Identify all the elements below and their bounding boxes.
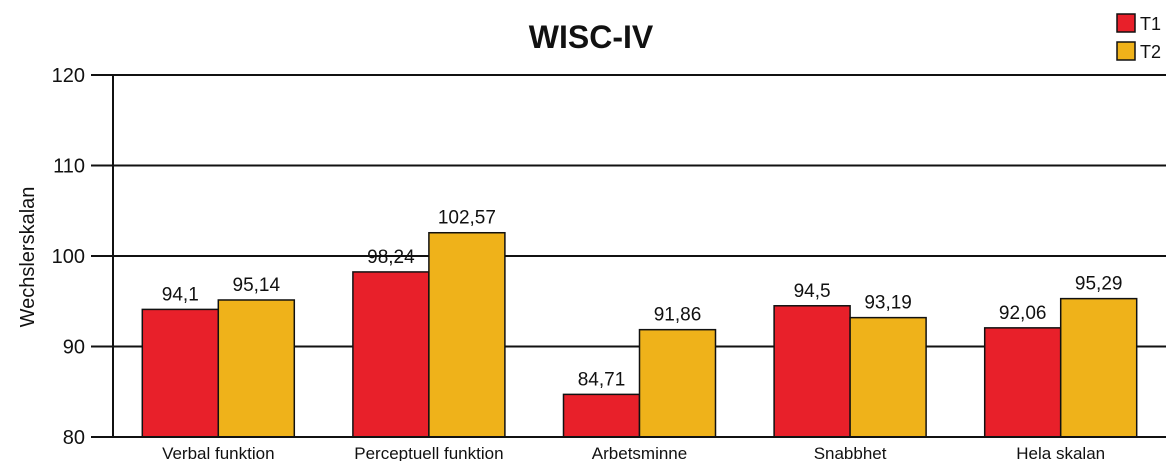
category-label: Snabbhet	[814, 444, 887, 461]
bars	[141, 231, 1138, 438]
legend-swatch-t1	[1116, 13, 1136, 33]
y-tick-label: 80	[63, 427, 85, 449]
category-label: Verbal funktion	[162, 444, 274, 461]
bar-t2-1	[428, 231, 506, 438]
bar-t1-2	[562, 393, 641, 438]
bar-t2-2	[638, 328, 717, 438]
data-labels: 94,1 95,14 98,24 102,57 84,71 91,86 94,5 93,19 9…	[162, 208, 1123, 391]
data-label: 84,71	[578, 369, 626, 390]
legend-label-t2: T2	[1140, 42, 1161, 62]
data-label: 98,24	[367, 247, 415, 268]
category-labels: Verbal funktion Perceptuell funktion Arbet…	[162, 444, 1105, 461]
y-tick-label: 110	[53, 156, 85, 178]
category-label: Hela skalan	[1016, 444, 1105, 461]
legend-swatch-t2	[1116, 41, 1136, 61]
y-ticks: 80 90 100 110 120	[52, 65, 113, 449]
y-axis-title: Wechslerskalan	[17, 187, 39, 328]
bar-t2-3	[849, 316, 927, 438]
y-tick-label: 120	[52, 65, 85, 87]
bar-t2-4	[1059, 297, 1138, 438]
data-label: 94,1	[162, 284, 199, 305]
bar-t1-0	[141, 308, 220, 438]
y-tick-label: 90	[63, 337, 85, 359]
data-label: 102,57	[438, 208, 496, 229]
chart-title: WISC-IV	[529, 19, 654, 55]
data-label: 91,86	[654, 305, 702, 326]
data-label: 94,5	[794, 281, 831, 302]
data-label: 92,06	[999, 303, 1047, 324]
category-label: Arbetsminne	[592, 444, 687, 461]
bar-t1-3	[773, 305, 851, 438]
data-label: 95,29	[1075, 274, 1123, 295]
y-tick-label: 100	[52, 246, 85, 268]
bar-t2-0	[217, 299, 296, 438]
data-label: 93,19	[864, 293, 912, 314]
data-label: 95,14	[233, 275, 281, 296]
bar-t1-1	[352, 271, 430, 438]
legend-label-t1: T1	[1140, 14, 1161, 34]
bar-t1-4	[983, 327, 1062, 438]
category-label: Perceptuell funktion	[354, 444, 503, 461]
